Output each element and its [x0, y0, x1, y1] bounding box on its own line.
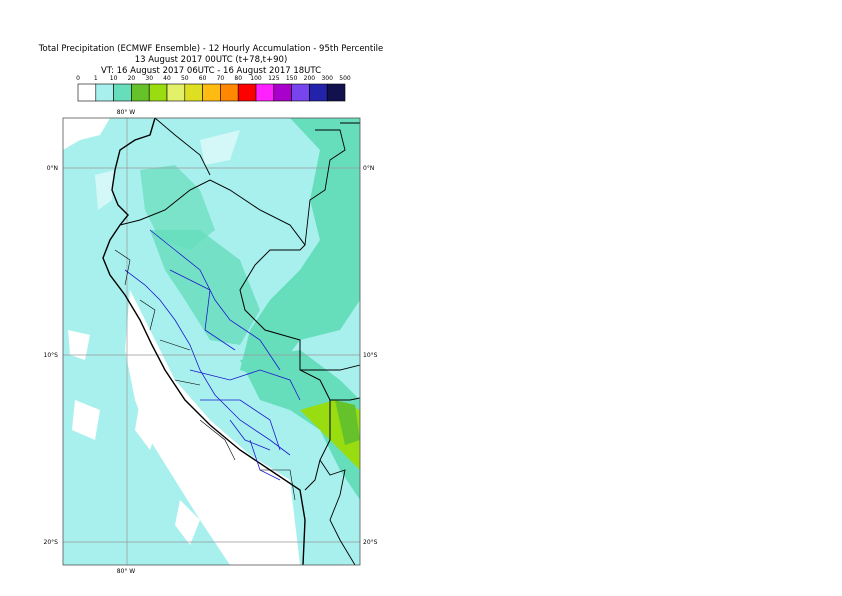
legend-swatch — [202, 83, 221, 102]
axis-labels: 80° W 80° W 0°N 0°N 10°S 10°S 20°S 20°S — [44, 109, 378, 575]
legend-label: 1 — [94, 75, 98, 82]
legend-swatch — [326, 83, 346, 102]
coastline — [102, 118, 306, 565]
legend-label: 10 — [110, 75, 118, 82]
legend-label: 80 — [234, 75, 242, 82]
map-frame — [62, 117, 361, 566]
legend-swatch — [255, 83, 275, 102]
legend: 0 1 10 20 30 40 50 60 70 80 100 125 150 200 300 500 — [76, 75, 351, 102]
lat-label: 0°N — [47, 165, 58, 172]
title-line: VT: 16 August 2017 06UTC - 16 August 201… — [101, 66, 321, 76]
title-line: Total Precipitation (ECMWF Ensemble) - 1… — [38, 44, 383, 54]
legend-label: 300 — [321, 75, 333, 82]
legend-label: 50 — [181, 75, 189, 82]
map — [63, 118, 360, 565]
lat-label: 20°S — [44, 539, 59, 546]
legend-label: 70 — [217, 75, 225, 82]
legend-swatch — [166, 83, 186, 102]
legend-swatch — [113, 83, 132, 102]
lat-label: 0°N — [363, 165, 374, 172]
legend-label: 500 — [339, 75, 351, 82]
lon-label: 80° W — [117, 568, 136, 575]
legend-label: 100 — [250, 75, 262, 82]
lat-label: 10°S — [44, 352, 59, 359]
legend-label: 0 — [76, 75, 80, 82]
border — [119, 179, 331, 491]
legend-label: 200 — [304, 75, 316, 82]
legend-swatch — [309, 83, 328, 102]
title: Total Precipitation (ECMWF Ensemble) - 1… — [38, 44, 383, 76]
legend-swatch — [237, 83, 257, 102]
legend-swatch — [220, 83, 239, 102]
lat-label: 10°S — [363, 352, 378, 359]
legend-label: 150 — [286, 75, 298, 82]
legend-label: 60 — [199, 75, 207, 82]
legend-swatch — [77, 83, 97, 102]
title-line: 13 August 2017 00UTC (t+78,t+90) — [135, 55, 288, 65]
legend-swatch — [273, 83, 292, 102]
legend-label: 30 — [145, 75, 153, 82]
legend-swatch — [184, 83, 203, 102]
legend-swatch — [95, 83, 114, 102]
lat-label: 20°S — [363, 539, 378, 546]
legend-label: 20 — [128, 75, 136, 82]
lon-label: 80° W — [117, 109, 136, 116]
legend-swatch — [148, 83, 168, 102]
legend-swatch — [291, 83, 310, 102]
legend-label: 125 — [268, 75, 280, 82]
legend-label: 40 — [163, 75, 171, 82]
legend-swatch — [131, 83, 150, 102]
